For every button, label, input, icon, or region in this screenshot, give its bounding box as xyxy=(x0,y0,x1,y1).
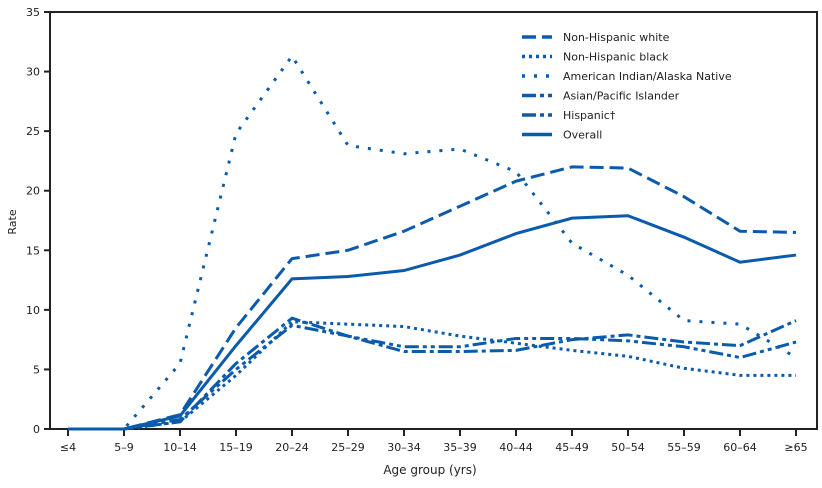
y-axis-label: Rate xyxy=(6,209,19,234)
y-tick-label: 35 xyxy=(26,6,40,19)
x-tick-label: 5–9 xyxy=(114,441,134,454)
legend-label: American Indian/Alaska Native xyxy=(563,70,732,83)
x-tick-label: 20–24 xyxy=(275,441,309,454)
x-tick-label: ≤4 xyxy=(60,441,76,454)
series-line xyxy=(68,214,797,431)
legend-label: Asian/Pacific Islander xyxy=(563,90,680,103)
legend-label: Non-Hispanic white xyxy=(563,31,670,44)
y-tick-label: 10 xyxy=(26,304,40,317)
x-tick-label: 30–34 xyxy=(387,441,421,454)
legend-label: Overall xyxy=(563,129,602,142)
x-tick-label: 40–44 xyxy=(499,441,533,454)
x-tick-label: 15–19 xyxy=(219,441,253,454)
y-tick-label: 20 xyxy=(26,185,40,198)
y-tick-label: 5 xyxy=(33,363,40,376)
x-tick-label: 10–14 xyxy=(163,441,197,454)
series-line xyxy=(68,323,797,431)
x-tick-label: ≥65 xyxy=(784,441,807,454)
y-tick-label: 30 xyxy=(26,66,40,79)
x-axis-label: Age group (yrs) xyxy=(383,463,476,477)
y-tick-label: 25 xyxy=(26,125,40,138)
y-tick-label: 0 xyxy=(33,423,40,436)
x-tick-label: 55–59 xyxy=(667,441,701,454)
x-tick-label: 45–49 xyxy=(555,441,589,454)
x-tick-label: 50–54 xyxy=(611,441,645,454)
series-line xyxy=(68,320,796,431)
plot-frame xyxy=(49,11,818,430)
series-line xyxy=(68,53,797,431)
x-tick-label: 35–39 xyxy=(443,441,477,454)
legend-label: Non-Hispanic black xyxy=(563,51,669,64)
x-tick-label: 60–64 xyxy=(723,441,757,454)
y-tick-label: 15 xyxy=(26,244,40,257)
series-line xyxy=(68,316,797,431)
series-line xyxy=(68,165,797,431)
legend-label: Hispanic† xyxy=(563,109,616,122)
x-tick-label: 25–29 xyxy=(331,441,365,454)
